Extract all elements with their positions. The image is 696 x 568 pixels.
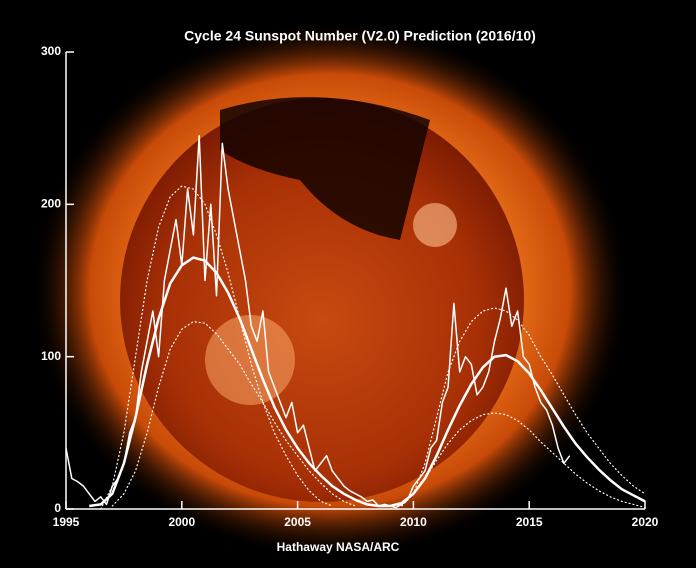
x-tick-label: 2005	[284, 515, 311, 529]
series-line	[111, 321, 646, 510]
y-tick-label: 200	[41, 197, 61, 211]
y-tick-label: 300	[41, 44, 61, 58]
x-tick-label: 2020	[632, 515, 659, 529]
active-region	[413, 203, 457, 247]
series-line	[89, 256, 646, 508]
chart-title: Cycle 24 Sunspot Number (V2.0) Predictio…	[184, 28, 536, 44]
y-tick-label: 0	[54, 501, 61, 515]
series-line	[100, 185, 646, 510]
x-tick-label: 2000	[168, 515, 195, 529]
sun-disk	[120, 98, 524, 502]
y-tick-label: 100	[41, 349, 61, 363]
active-region	[205, 315, 295, 405]
x-tick-label: 2010	[400, 515, 427, 529]
x-tick-label: 1995	[53, 515, 80, 529]
plot-area	[65, 51, 646, 510]
coronal-hole	[220, 97, 430, 240]
credit: Hathaway NASA/ARC	[277, 540, 400, 554]
series-line	[65, 135, 571, 509]
x-tick-label: 2015	[516, 515, 543, 529]
